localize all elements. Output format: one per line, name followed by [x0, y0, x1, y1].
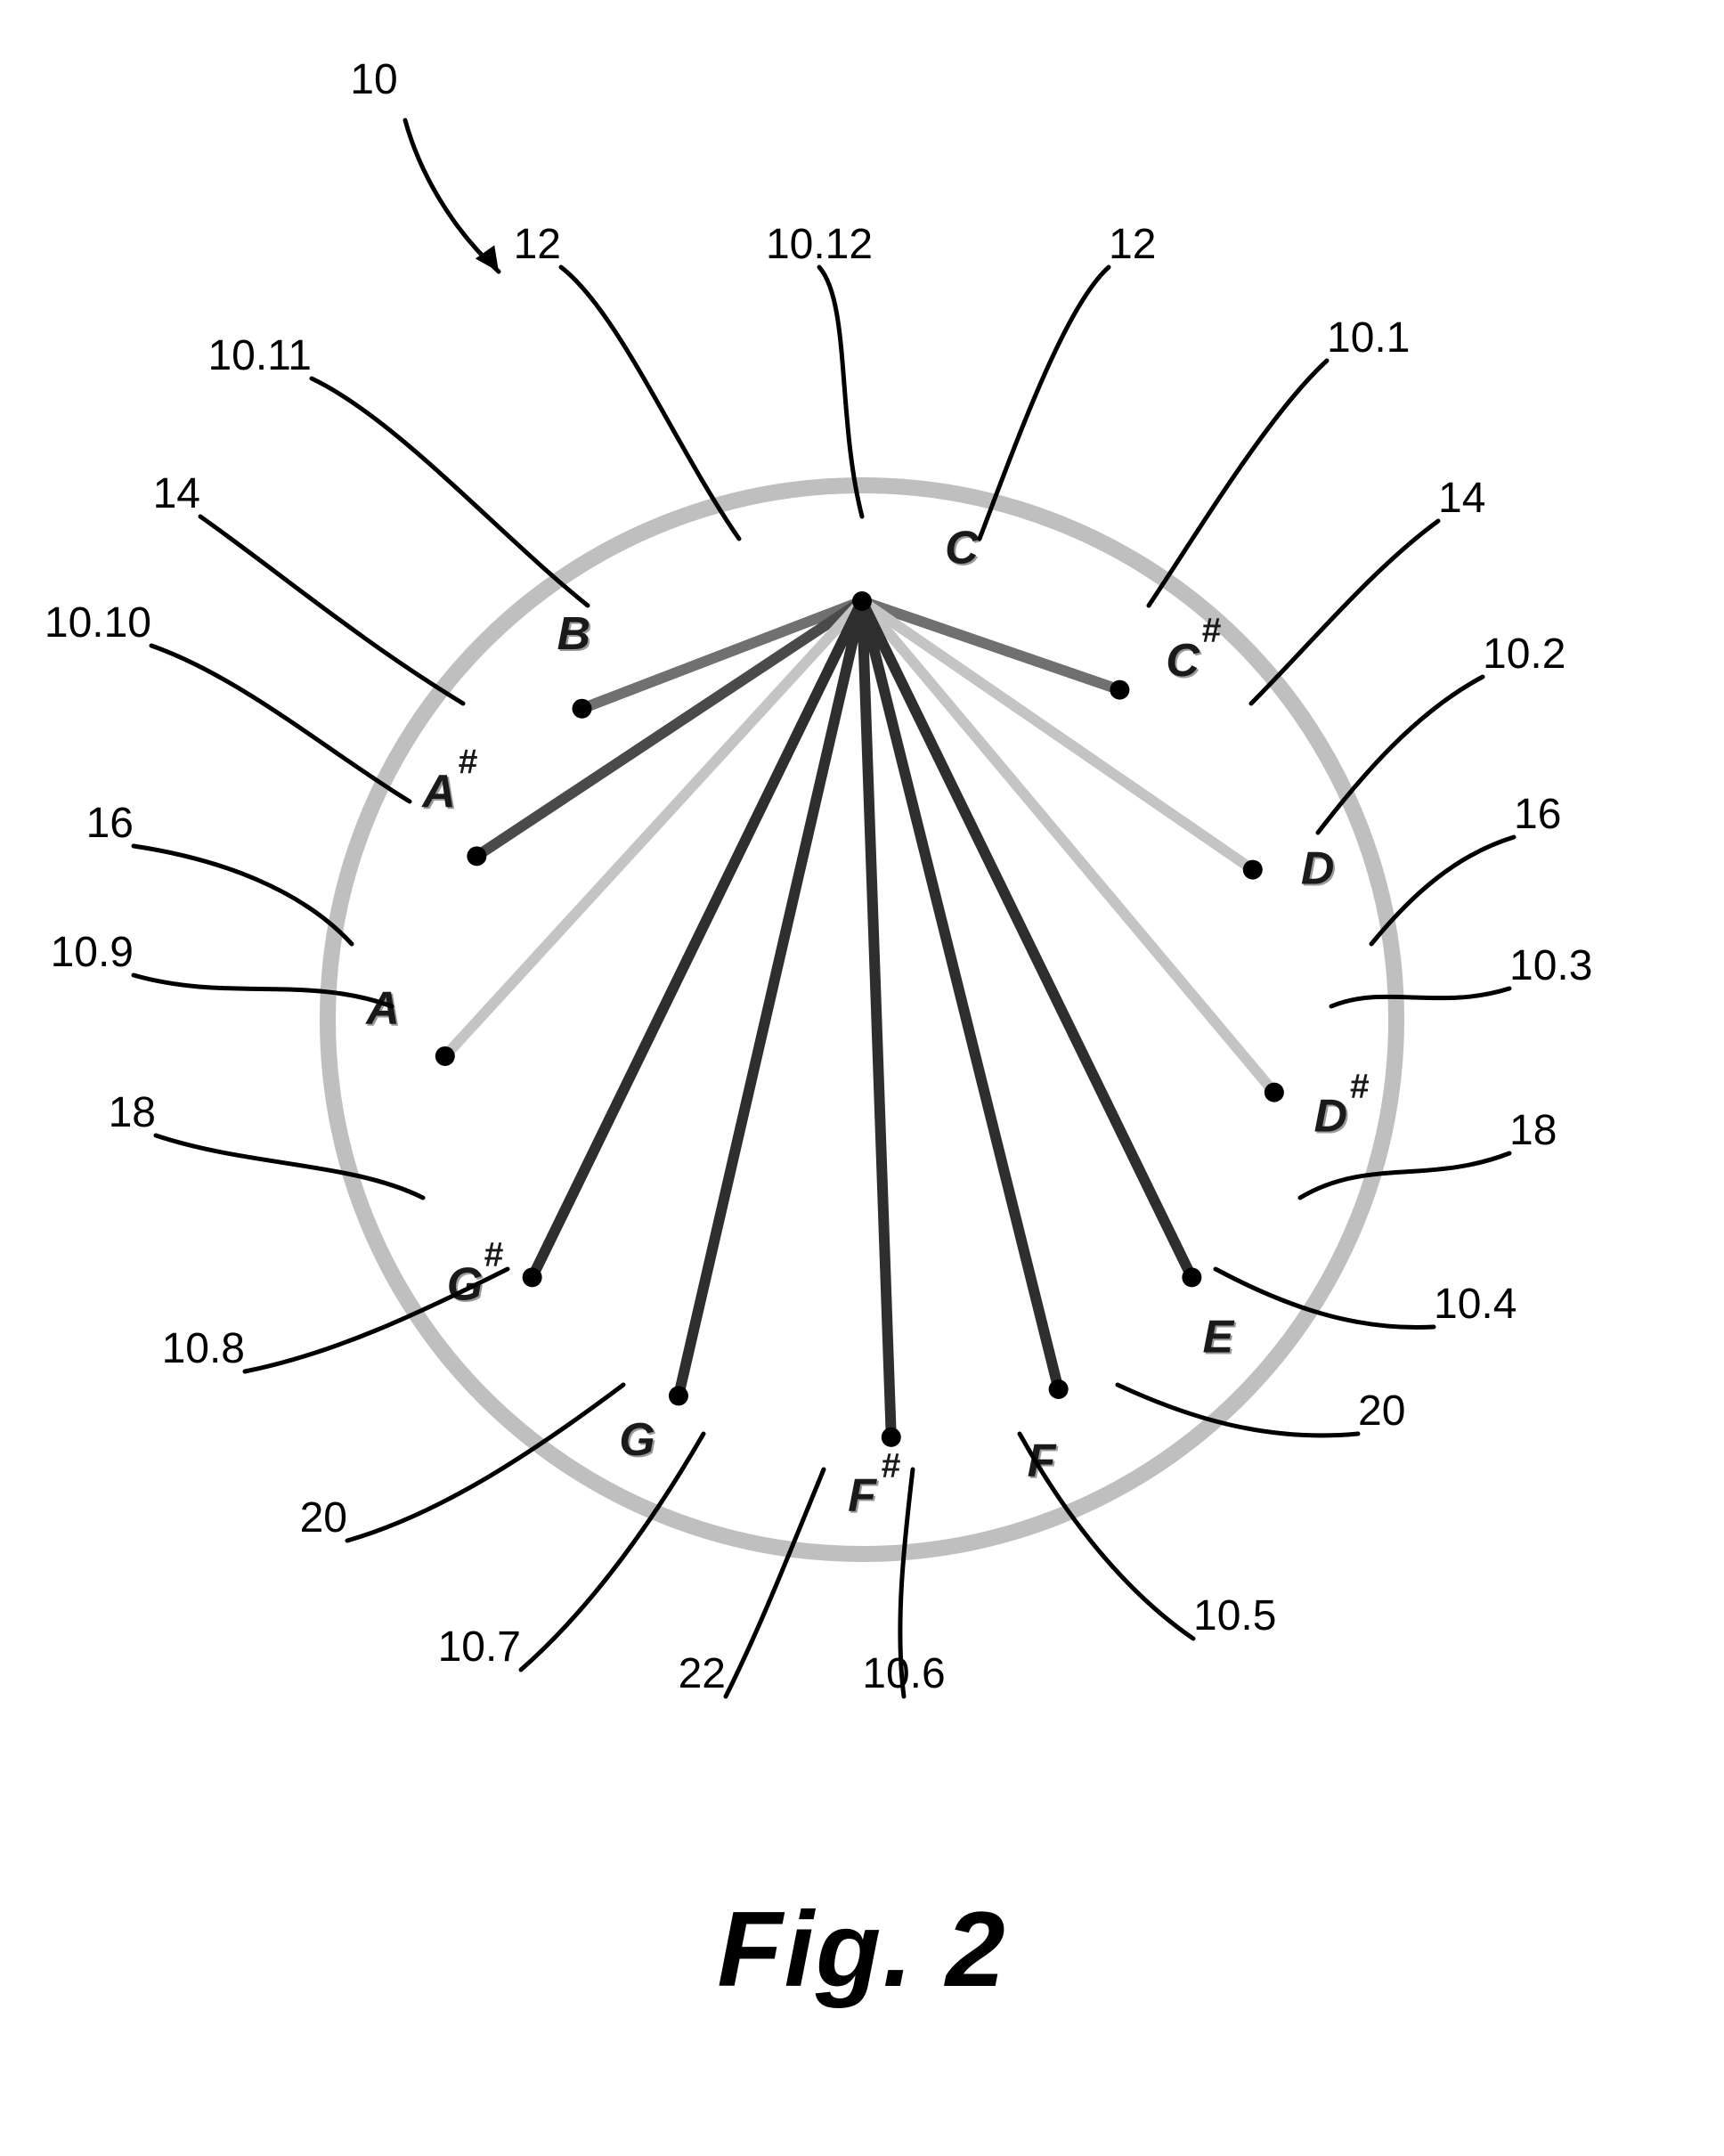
- svg-text:E: E: [1202, 1312, 1234, 1363]
- leader-line: [1149, 361, 1327, 606]
- callout-label: 10.12: [766, 221, 873, 268]
- svg-text:F: F: [848, 1470, 877, 1522]
- arrow-10-shaft: [405, 120, 499, 272]
- figure-2-diagram: CCCC#DDDD#EEFFFF#GGGG#AAAA#BB10.12121210…: [0, 0, 1724, 1870]
- note-label: DD: [1301, 842, 1337, 896]
- note-dot: [1049, 1379, 1069, 1399]
- callout-label: 14: [1438, 475, 1485, 522]
- figure-caption: Fig. 2: [0, 1888, 1724, 2011]
- leader-line: [1251, 521, 1438, 704]
- callout-label: 16: [1514, 791, 1561, 838]
- note-label: DD#: [1313, 1068, 1369, 1144]
- leader-line: [134, 975, 392, 1006]
- note-label: FF: [1028, 1436, 1059, 1489]
- callout-label: 10.9: [51, 929, 134, 976]
- arrow-10-label: 10: [350, 56, 397, 103]
- svg-text:#: #: [881, 1447, 900, 1485]
- chord-line: [445, 601, 862, 1056]
- svg-text:A: A: [420, 766, 456, 818]
- callout-label: 10.4: [1434, 1281, 1517, 1328]
- callout-label: 10.11: [207, 332, 312, 379]
- leader-line: [1331, 989, 1509, 1006]
- note-dot: [669, 1386, 688, 1405]
- svg-text:A: A: [364, 982, 400, 1034]
- leader-line: [200, 517, 463, 704]
- svg-text:B: B: [557, 608, 590, 660]
- leader-line: [156, 1135, 423, 1198]
- note-dot: [1243, 860, 1263, 880]
- note-label: GG: [619, 1414, 656, 1468]
- leader-line: [151, 646, 410, 801]
- callout-label: 10.8: [162, 1325, 245, 1372]
- leader-line: [1300, 1153, 1509, 1198]
- note-label: AA: [364, 982, 402, 1036]
- callout-label: 12: [514, 221, 561, 268]
- note-dot: [573, 699, 592, 719]
- svg-text:#: #: [484, 1236, 503, 1274]
- note-dot: [467, 846, 486, 866]
- callout-label: 12: [1109, 221, 1156, 268]
- callout-label: 16: [86, 800, 134, 847]
- leader-line: [312, 378, 588, 606]
- svg-text:#: #: [1201, 612, 1221, 650]
- leader-line: [521, 1434, 703, 1670]
- callout-label: 18: [1509, 1107, 1557, 1154]
- svg-text:C: C: [1166, 635, 1200, 687]
- callout-label: 14: [153, 470, 200, 517]
- note-label: BB: [557, 608, 592, 662]
- note-label: FF#: [848, 1447, 900, 1524]
- note-label: EE: [1202, 1312, 1236, 1365]
- callout-label: 20: [1358, 1387, 1405, 1435]
- svg-text:F: F: [1028, 1436, 1057, 1487]
- leader-line: [1318, 677, 1483, 833]
- svg-text:#: #: [458, 743, 477, 781]
- chord-line: [679, 601, 862, 1395]
- svg-text:G: G: [619, 1414, 655, 1466]
- callout-label: 10.10: [45, 599, 151, 647]
- note-dot: [852, 591, 872, 611]
- note-dot: [1110, 680, 1129, 700]
- svg-text:#: #: [1349, 1068, 1369, 1106]
- note-label: AA#: [420, 743, 477, 819]
- leader-line: [134, 846, 352, 944]
- leader-line: [561, 267, 739, 539]
- callout-label: 18: [109, 1089, 156, 1136]
- chord-line: [862, 601, 891, 1437]
- callout-label: 10.6: [862, 1650, 945, 1697]
- svg-text:D: D: [1313, 1091, 1347, 1143]
- callout-label: 10.7: [438, 1623, 521, 1671]
- callout-label: 22: [679, 1650, 726, 1697]
- callout-label: 20: [300, 1494, 347, 1542]
- callout-label: 10.5: [1193, 1592, 1276, 1639]
- svg-text:D: D: [1301, 842, 1335, 894]
- note-label: CC: [945, 522, 981, 575]
- note-dot: [1182, 1267, 1201, 1287]
- callout-label: 10.2: [1483, 631, 1565, 678]
- callout-label: 10.1: [1327, 314, 1410, 362]
- callout-label: 10.3: [1509, 942, 1592, 989]
- note-dot: [523, 1267, 542, 1287]
- note-dot: [1265, 1083, 1284, 1102]
- note-dot: [435, 1046, 455, 1066]
- svg-text:C: C: [945, 522, 980, 574]
- leader-line: [726, 1469, 824, 1696]
- note-dot: [882, 1428, 901, 1447]
- note-label: CC#: [1166, 612, 1221, 688]
